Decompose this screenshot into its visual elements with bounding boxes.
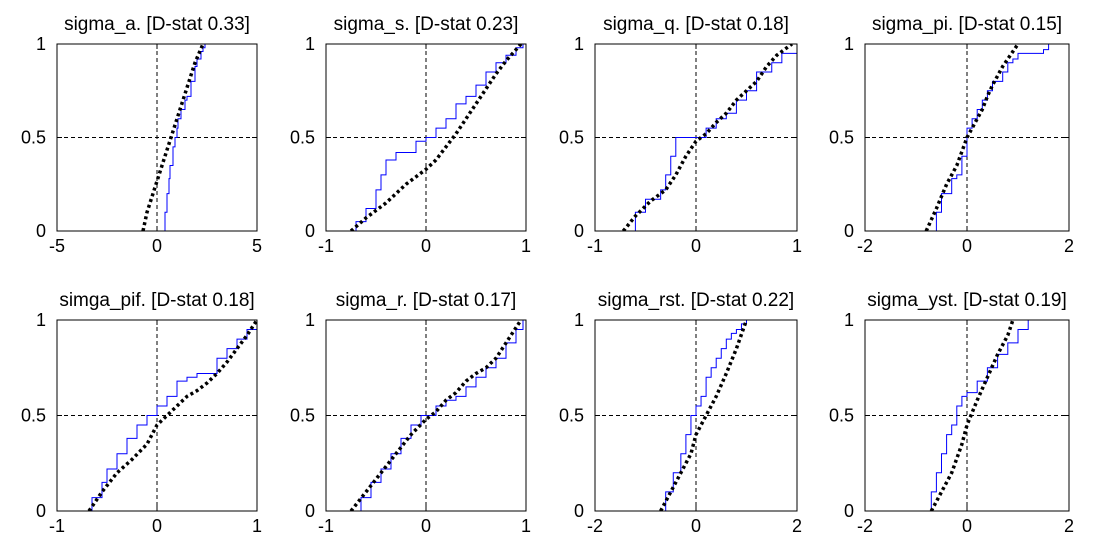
theoretical-cdf-line — [929, 320, 1015, 511]
subplot-1: sigma_a. [D-stat 0.33]-5 0 500.51 — [21, 14, 262, 256]
x-tick-label: 0 — [962, 236, 972, 256]
x-tick-label: -1 — [49, 516, 65, 536]
x-tick-label: 0 — [421, 236, 431, 256]
x-tick-label: 0 — [691, 236, 701, 256]
y-tick-label: 0.5 — [829, 406, 854, 426]
y-tick-label: 0.5 — [829, 128, 854, 148]
subplot-title: simga_pif. [D-stat 0.18] — [59, 290, 254, 311]
subplot-title: sigma_rst. [D-stat 0.22] — [598, 290, 794, 311]
y-tick-label: 0.5 — [21, 406, 46, 426]
subplot-7: sigma_rst. [D-stat 0.22]-2 0 200.51 — [559, 290, 802, 536]
subplot-title: sigma_yst. [D-stat 0.19] — [867, 290, 1067, 311]
subplot-4: sigma_pi. [D-stat 0.15]-2 0 200.51 — [829, 14, 1074, 256]
x-tick-label: -1 — [318, 236, 334, 256]
subplot-title: sigma_s. [D-stat 0.23] — [334, 14, 519, 35]
y-tick-label: 0 — [844, 221, 854, 241]
empirical-cdf-line — [931, 44, 1050, 231]
x-tick-label: 0 — [152, 516, 162, 536]
x-tick-label: 5 — [252, 236, 262, 256]
x-tick-label: 1 — [792, 236, 802, 256]
x-tick-label: 2 — [792, 516, 802, 536]
y-tick-label: 1 — [574, 310, 584, 330]
theoretical-cdf-line — [659, 320, 749, 511]
y-tick-label: 0 — [574, 221, 584, 241]
x-tick-label: 0 — [962, 516, 972, 536]
theoretical-cdf-line — [349, 44, 523, 231]
x-tick-label: 1 — [521, 516, 531, 536]
x-tick-label: 2 — [1064, 516, 1074, 536]
subplot-5: simga_pif. [D-stat 0.18]-1 0 100.51 — [21, 290, 262, 536]
y-tick-label: 0.5 — [290, 406, 315, 426]
y-tick-label: 0.5 — [559, 128, 584, 148]
y-tick-label: 0.5 — [290, 128, 315, 148]
x-tick-label: -1 — [318, 516, 334, 536]
empirical-cdf-line — [82, 320, 257, 511]
theoretical-cdf-line — [87, 320, 257, 511]
x-tick-label: 1 — [252, 516, 262, 536]
y-tick-label: 1 — [305, 310, 315, 330]
empirical-cdf-line — [923, 320, 1044, 511]
y-tick-label: 0 — [574, 501, 584, 521]
theoretical-cdf-line — [349, 320, 523, 511]
y-tick-label: 0 — [844, 501, 854, 521]
x-tick-label: 0 — [421, 516, 431, 536]
y-tick-label: 1 — [574, 34, 584, 54]
subplot-8: sigma_yst. [D-stat 0.19]-2 0 200.51 — [829, 290, 1074, 536]
y-tick-label: 1 — [36, 34, 46, 54]
subplot-title: sigma_pi. [D-stat 0.15] — [872, 14, 1062, 35]
theoretical-cdf-line — [924, 44, 1020, 231]
y-tick-label: 0 — [36, 501, 46, 521]
empirical-cdf-line — [623, 44, 797, 231]
y-tick-label: 1 — [844, 310, 854, 330]
x-tick-label: -1 — [587, 236, 603, 256]
subplot-6: sigma_r. [D-stat 0.17]-1 0 100.51 — [290, 290, 531, 536]
empirical-cdf-line — [658, 320, 757, 511]
subplot-3: sigma_q. [D-stat 0.18]-1 0 100.51 — [559, 14, 802, 256]
subplot-title: sigma_a. [D-stat 0.33] — [64, 14, 250, 35]
y-tick-label: 0 — [305, 501, 315, 521]
y-tick-label: 0 — [36, 221, 46, 241]
y-tick-label: 1 — [36, 310, 46, 330]
subplot-title: sigma_q. [D-stat 0.18] — [603, 14, 789, 35]
x-tick-label: -2 — [857, 236, 873, 256]
theoretical-cdf-line — [621, 44, 793, 231]
x-tick-label: 0 — [691, 516, 701, 536]
x-tick-label: -5 — [49, 236, 65, 256]
empirical-cdf-line — [348, 44, 524, 231]
y-tick-label: 0.5 — [21, 128, 46, 148]
x-tick-label: 1 — [521, 236, 531, 256]
y-tick-label: 0 — [305, 221, 315, 241]
y-tick-label: 0.5 — [559, 406, 584, 426]
x-tick-label: -2 — [587, 516, 603, 536]
x-tick-label: 2 — [1064, 236, 1074, 256]
x-tick-label: 0 — [152, 236, 162, 256]
y-tick-label: 1 — [844, 34, 854, 54]
x-tick-label: -2 — [857, 516, 873, 536]
subplot-2: sigma_s. [D-stat 0.23]-1 0 100.51 — [290, 14, 531, 256]
y-tick-label: 1 — [305, 34, 315, 54]
subplot-title: sigma_r. [D-stat 0.17] — [336, 290, 517, 311]
